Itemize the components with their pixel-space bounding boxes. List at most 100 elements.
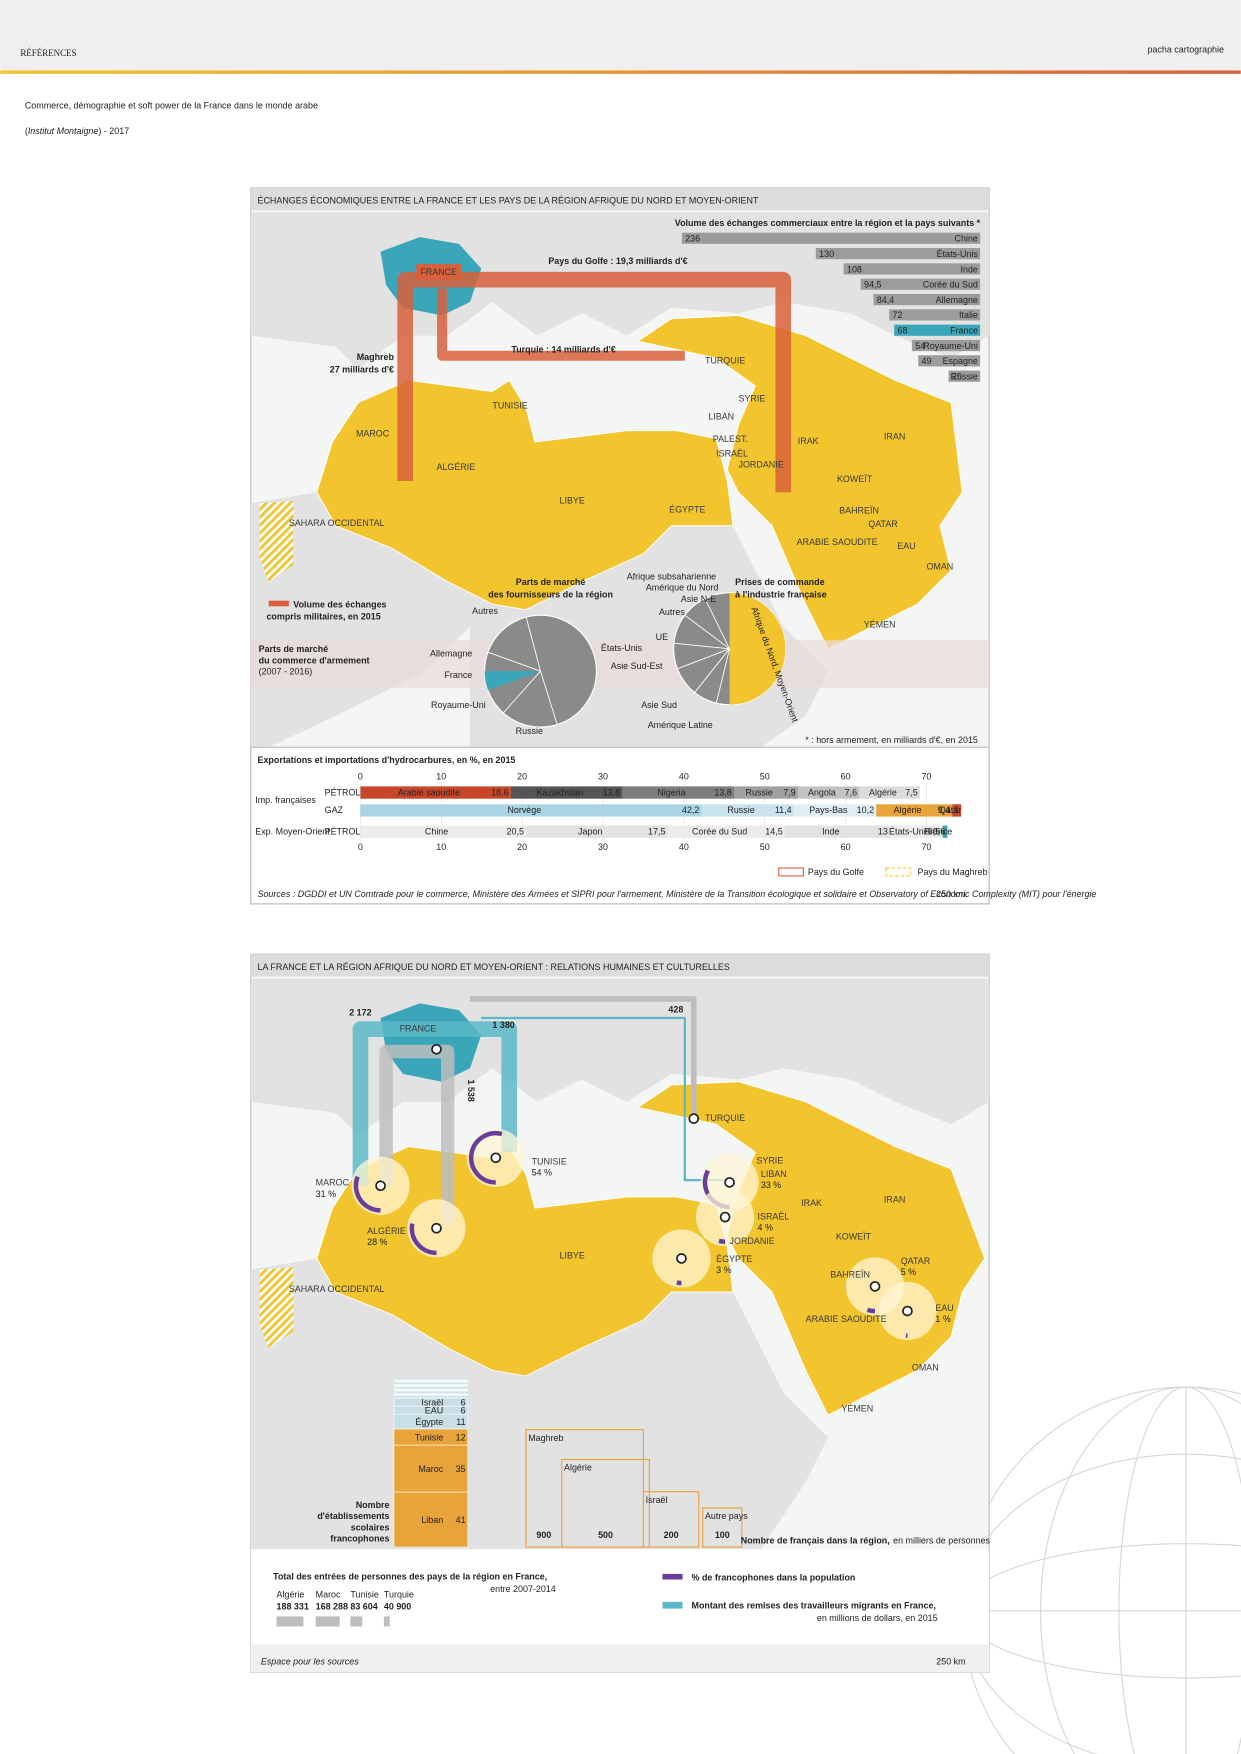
french-category: Autre pays: [705, 1511, 748, 1521]
trade-bar: [681, 232, 981, 244]
pie-label: États-Unis: [601, 643, 643, 653]
trade-bar: [911, 339, 981, 352]
map-title-bar: [250, 954, 990, 977]
hydro-segment: [733, 786, 798, 799]
x-tick-label: 70: [921, 842, 931, 852]
pie-label: Afrique subsaharienne: [627, 571, 716, 581]
hydro-segment: [667, 825, 785, 838]
segment-name: Norvège: [507, 805, 541, 815]
pie-title: à l'industrie française: [735, 589, 827, 599]
school-value: 41: [456, 1515, 466, 1525]
x-tick-label: 30: [598, 842, 608, 852]
share-label: 3 %: [716, 1265, 731, 1275]
entries-bar: [383, 1616, 390, 1627]
school-value: 12: [456, 1432, 466, 1442]
segment-name: Corée du Sud: [692, 826, 747, 836]
trade-value: 108: [847, 264, 862, 274]
legend-flow: Volume des échanges: [293, 599, 386, 609]
middle-east: [636, 315, 963, 650]
segment-name: États-Unis: [889, 826, 931, 836]
trade-value: 25: [952, 372, 962, 382]
place-label: IRAN: [884, 1195, 905, 1205]
entries-value: 83 604: [350, 1602, 377, 1612]
segment-value: 14,5: [765, 826, 782, 836]
french-square: [642, 1491, 700, 1548]
place-label: MAROC: [316, 1178, 350, 1188]
trade-bar: [815, 247, 981, 260]
place-label: LIBYE: [560, 495, 585, 505]
school-category: Égypte: [415, 1417, 443, 1427]
segment-name: Japon: [578, 826, 602, 836]
segment-name: Kazakhstan: [537, 787, 584, 797]
place-label: EAU: [935, 1303, 953, 1313]
share-label: 28 %: [367, 1237, 387, 1247]
hydro-segment: [890, 825, 943, 838]
place-label: MAROC: [356, 428, 390, 438]
segment-name: Chine: [425, 826, 448, 836]
caption-unit: en milliers de personnes: [893, 1536, 990, 1546]
segment-name: Nigeria: [657, 787, 685, 797]
place-label: KOWEÏT: [836, 1231, 872, 1241]
x-tick-label: 40: [679, 842, 689, 852]
entries-value: 40 900: [384, 1602, 411, 1612]
pie-label: Allemagne: [430, 649, 472, 659]
city-dot: [688, 1113, 700, 1124]
legend-francophone: % de francophones dans la population: [692, 1573, 856, 1583]
city-dot: [676, 1253, 687, 1264]
place-label: LIBAN: [761, 1169, 787, 1179]
school-category: Liban: [421, 1515, 443, 1525]
x-tick-label: 20: [517, 842, 527, 852]
share-label: 4 %: [758, 1222, 773, 1232]
place-label: LIBYE: [560, 1250, 585, 1260]
product-label: PÉTROLE: [325, 826, 367, 836]
pie-label: Amérique du Nord: [646, 583, 719, 593]
x-tick-label: 0: [358, 772, 363, 782]
x-tick-label: 50: [760, 772, 770, 782]
place-label: YÉMEN: [864, 620, 896, 630]
legend-flow-swatch: [268, 600, 289, 607]
school-segment: [393, 1444, 469, 1493]
trade-value: 84,4: [877, 295, 894, 305]
segment-value: 11,4: [775, 805, 792, 815]
segment-value: 6,5: [928, 826, 940, 836]
pie-right-dividers: [673, 598, 731, 704]
place-label: ALGÉRIE: [367, 1226, 406, 1236]
x-tick-label: 0: [358, 842, 363, 852]
school-category: EAU: [425, 1405, 443, 1415]
group-label: Imp. françaises: [255, 795, 316, 805]
school-segment: [393, 1491, 469, 1548]
flow-turkey: [470, 996, 697, 1119]
map-title: ÉCHANGES ÉCONOMIQUES ENTRE LA FRANCE ET …: [258, 196, 759, 206]
french-square: [561, 1458, 650, 1548]
note: * : hors armement, en milliards d'€, en …: [805, 735, 978, 745]
french-square: [702, 1507, 743, 1548]
north-africa: [316, 379, 734, 611]
trade-bar: [873, 293, 981, 306]
place-label: SAHARA OCCIDENTAL: [289, 518, 385, 528]
francophone-arc: [718, 1238, 726, 1244]
share-label: 54 %: [532, 1168, 552, 1178]
place-label: SAHARA OCCIDENTAL: [289, 1284, 385, 1294]
place-label: ALGÉRIE: [436, 462, 475, 472]
entries-period: entre 2007-2014: [490, 1584, 556, 1594]
trade-category: Corée du Sud: [923, 280, 978, 290]
school-value: 6: [461, 1397, 466, 1407]
place-label: ISRAËL: [716, 448, 748, 458]
place-label: FRANCE: [400, 1023, 437, 1033]
hydro-segment: [360, 804, 702, 817]
product-label: GAZ: [325, 805, 344, 815]
trade-value: 236: [685, 234, 700, 244]
place-label: ARABIE SAOUDITE: [806, 1314, 887, 1324]
group-label: Exp. Moyen-Orient: [255, 826, 330, 836]
french-value: 900: [536, 1530, 551, 1540]
segment-name: Qatar: [939, 805, 961, 815]
place-label: OMAN: [912, 1362, 939, 1372]
trade-bar: [860, 278, 981, 290]
x-tick-label: 60: [841, 842, 851, 852]
place-label: QATAR: [901, 1256, 931, 1266]
x-tick-label: 10: [436, 772, 446, 782]
pie-label: Asie N-E: [681, 594, 716, 604]
school-value: 35: [456, 1464, 466, 1474]
flow-label: 2 172: [349, 1008, 371, 1018]
school-value: 6: [461, 1405, 466, 1415]
